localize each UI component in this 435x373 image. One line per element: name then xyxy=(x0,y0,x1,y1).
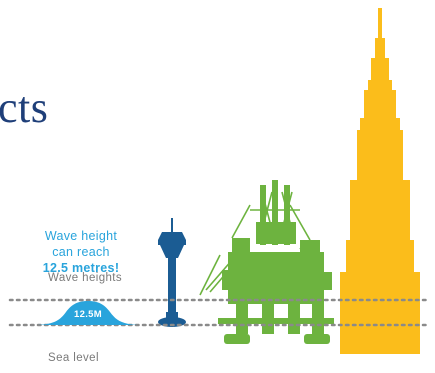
callout-line-1: Wave height xyxy=(44,229,118,243)
page-title-fragment: cts xyxy=(0,83,49,132)
wave-heights-label: Wave heights xyxy=(48,272,123,284)
oil-rig-icon xyxy=(199,180,334,344)
sea-level-label: Sea level xyxy=(48,352,99,364)
wave-height-callout: Wave height can reach 12.5 metres! xyxy=(26,228,136,276)
callout-value-line: 12.5 metres! xyxy=(26,260,136,276)
observation-tower-icon xyxy=(158,218,186,327)
wave-shape xyxy=(38,301,138,325)
wave-height-badge: 12.5M xyxy=(74,309,102,320)
callout-line-2: can reach xyxy=(52,245,110,259)
skyscraper-icon xyxy=(340,8,420,354)
callout-value: 12.5 metres xyxy=(42,261,115,275)
callout-exclaim: ! xyxy=(114,261,120,275)
